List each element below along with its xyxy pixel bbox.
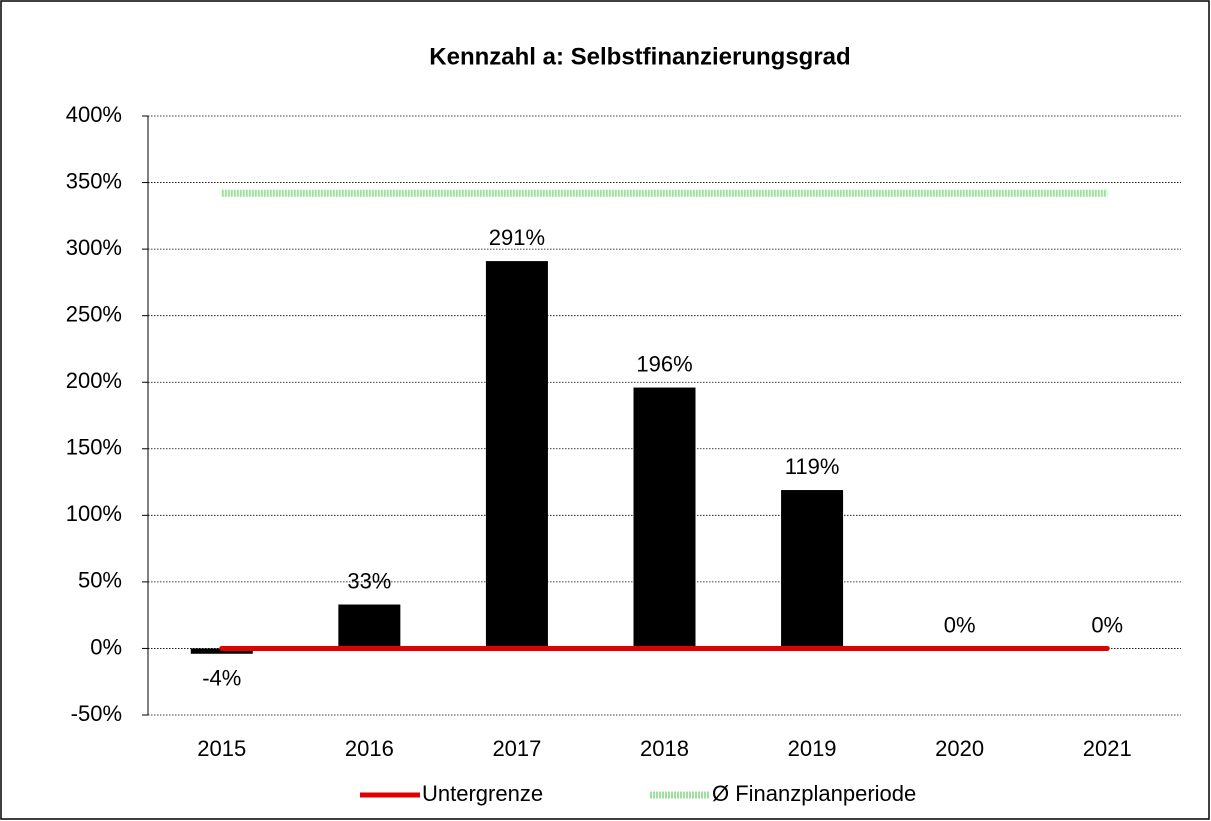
y-tick-label: 400% <box>66 102 122 127</box>
bar <box>485 261 548 649</box>
x-tick-label: 2015 <box>197 736 246 761</box>
bar <box>338 604 401 649</box>
y-tick-label: 0% <box>90 634 122 659</box>
value-label: 0% <box>944 612 976 637</box>
value-label: 119% <box>785 454 840 479</box>
bar <box>190 648 253 654</box>
value-label: -4% <box>202 666 241 691</box>
legend-label: Ø Finanzplanperiode <box>712 781 916 806</box>
y-tick-label: 100% <box>66 501 122 526</box>
x-tick-label: 2019 <box>788 736 837 761</box>
x-tick-label: 2020 <box>935 736 984 761</box>
legend-label: Untergrenze <box>422 781 543 806</box>
y-tick-label: 250% <box>66 301 122 326</box>
y-tick-label: 50% <box>78 568 122 593</box>
x-tick-label: 2016 <box>345 736 394 761</box>
y-tick-label: 150% <box>66 435 122 460</box>
x-tick-label: 2021 <box>1083 736 1132 761</box>
y-tick-label: 200% <box>66 368 122 393</box>
value-label: 291% <box>489 225 545 250</box>
y-tick-label: -50% <box>71 701 122 726</box>
bar <box>633 387 696 649</box>
y-tick-label: 350% <box>66 168 122 193</box>
x-tick-label: 2017 <box>492 736 541 761</box>
chart-title: Kennzahl a: Selbstfinanzierungsgrad <box>429 43 850 70</box>
value-label: 196% <box>636 351 692 376</box>
y-tick-label: 300% <box>66 235 122 260</box>
value-label: 0% <box>1091 612 1123 637</box>
bar <box>781 490 844 649</box>
x-tick-label: 2018 <box>640 736 689 761</box>
value-label: 33% <box>347 568 391 593</box>
